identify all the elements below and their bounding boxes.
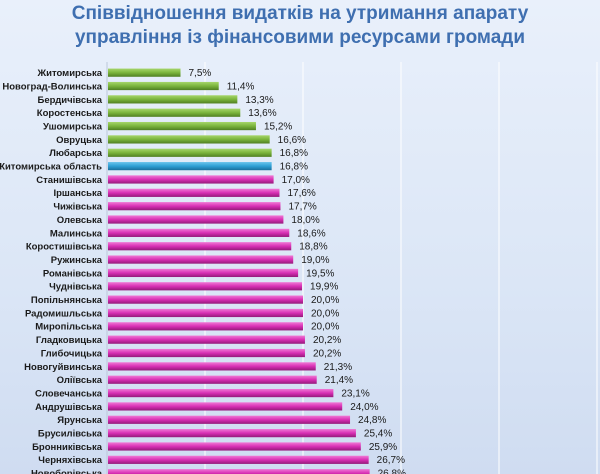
value-label: 16,8% <box>280 148 308 159</box>
value-label: 20,2% <box>313 348 341 359</box>
bar-30 <box>108 455 369 464</box>
category-label: Новогуйвинська <box>24 362 103 373</box>
category-label: Чижівська <box>53 202 102 213</box>
bar-14 <box>108 242 292 251</box>
category-label: Коростенська <box>37 108 103 119</box>
value-label: 25,9% <box>369 442 397 453</box>
bar-26 <box>108 402 343 411</box>
value-label: 24,8% <box>358 415 386 426</box>
chart-title-line-2: управління із фінансовими ресурсами гром… <box>74 27 526 48</box>
value-label: 20,0% <box>311 308 339 319</box>
value-label: 16,8% <box>280 162 308 173</box>
value-label: 25,4% <box>364 429 392 440</box>
category-label: Ярунська <box>57 415 102 426</box>
category-label: Ружинська <box>51 255 103 266</box>
bar-21 <box>108 335 305 344</box>
value-label: 21,3% <box>324 362 352 373</box>
category-label: Овруцька <box>56 135 103 146</box>
category-label: Житомирська область <box>0 162 102 173</box>
category-label: Ушомирська <box>43 121 103 132</box>
value-label: 11,4% <box>227 81 255 92</box>
bar-24 <box>108 375 317 384</box>
value-label: 26,8% <box>378 469 406 474</box>
value-label: 20,0% <box>311 295 339 306</box>
bar-4 <box>108 108 241 117</box>
category-label: Глибочицька <box>41 348 103 359</box>
bar-16 <box>108 268 299 278</box>
bar-22 <box>108 348 305 358</box>
bar-23 <box>108 362 316 371</box>
value-label: 20,0% <box>311 322 339 333</box>
value-label: 13,3% <box>245 95 273 106</box>
category-label: Новоград-Волинська <box>2 81 102 92</box>
category-label: Миропільська <box>35 322 102 333</box>
category-label: Черняхівська <box>38 455 102 466</box>
bar-8 <box>108 162 272 171</box>
bar-9 <box>108 175 274 184</box>
bar-15 <box>108 255 294 264</box>
category-label: Романівська <box>43 268 103 279</box>
category-label: Малинська <box>50 228 103 239</box>
bar-3 <box>108 95 238 104</box>
bar-19 <box>108 308 303 318</box>
bar-18 <box>108 295 303 304</box>
bar-11 <box>108 202 281 211</box>
value-label: 17,7% <box>288 202 316 213</box>
bar-17 <box>108 282 303 291</box>
value-label: 19,9% <box>310 282 338 293</box>
value-label: 13,6% <box>248 108 276 119</box>
bar-29 <box>108 442 361 451</box>
category-label: Бердичівська <box>38 95 103 106</box>
category-label: Гладковицька <box>36 335 103 346</box>
category-label: Брусилівська <box>38 429 103 440</box>
value-label: 23,1% <box>341 388 369 399</box>
value-label: 17,6% <box>287 188 315 199</box>
value-label: 16,6% <box>278 135 306 146</box>
bar-1 <box>108 68 181 77</box>
value-label: 21,4% <box>325 375 353 386</box>
value-label: 7,5% <box>189 68 212 79</box>
category-label: Станишівська <box>36 175 102 186</box>
bar-13 <box>108 228 290 237</box>
bar-2 <box>108 81 219 91</box>
category-label: Новоборівська <box>31 469 103 474</box>
value-label: 19,0% <box>301 255 329 266</box>
value-label: 18,6% <box>297 228 325 239</box>
category-label: Андрушівська <box>35 402 103 413</box>
value-label: 17,0% <box>282 175 310 186</box>
bar-31 <box>108 469 370 474</box>
category-label: Олевська <box>57 215 103 226</box>
category-label: Радомишльська <box>25 308 103 319</box>
bar-7 <box>108 148 272 157</box>
labels: Житомирська 7,5% Новоград-Волинська 11,4% Бе… <box>0 68 406 474</box>
chart-title: Співвідношення видатків на утримання апа… <box>0 2 600 50</box>
value-label: 15,2% <box>264 121 292 132</box>
category-label: Іршанська <box>53 188 102 199</box>
bar-27 <box>108 415 351 424</box>
category-label: Бронниківська <box>32 442 103 453</box>
category-label: Чуднівська <box>49 282 103 293</box>
value-label: 24,0% <box>350 402 378 413</box>
bar-12 <box>108 215 284 224</box>
category-label: Попільнянська <box>31 295 103 306</box>
bars <box>108 68 370 474</box>
category-label: Оліївська <box>57 375 103 386</box>
value-label: 18,8% <box>299 242 327 253</box>
category-label: Словечанська <box>35 388 103 399</box>
value-label: 20,2% <box>313 335 341 346</box>
category-label: Житомирська <box>37 68 103 79</box>
bar-5 <box>108 121 256 131</box>
bar-6 <box>108 135 270 144</box>
category-label: Любарська <box>49 148 102 159</box>
value-label: 26,7% <box>377 455 405 466</box>
value-label: 18,0% <box>291 215 319 226</box>
bar-10 <box>108 188 280 197</box>
category-label: Коростишівська <box>26 242 103 253</box>
bar-28 <box>108 429 356 438</box>
value-label: 19,5% <box>306 268 334 279</box>
bar-20 <box>108 322 303 331</box>
chart-title-line-1: Співвідношення видатків на утримання апа… <box>71 3 529 24</box>
bar-25 <box>108 388 334 398</box>
